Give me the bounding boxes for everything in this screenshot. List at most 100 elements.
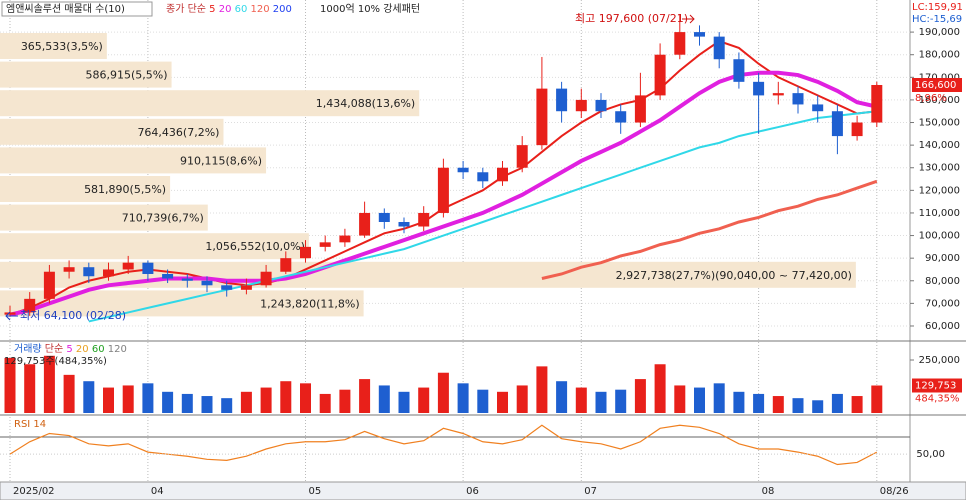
y-tick-label: 160,000 <box>919 95 960 106</box>
y-tick-label: 120,000 <box>919 185 960 196</box>
volume-profile-bar <box>0 204 208 231</box>
candle-body <box>871 85 883 123</box>
low-annotation: 최저 64,100 (02/28) <box>20 309 126 322</box>
header-title: 엠앤씨솔루션 매물대 수(10) <box>6 3 125 15</box>
price-box <box>912 78 962 92</box>
volume-profile-bar <box>0 290 364 317</box>
candle-body <box>4 312 16 315</box>
volume-profile-bar <box>0 176 171 202</box>
volume-bar <box>516 385 528 413</box>
candle-body <box>280 258 292 272</box>
volume-bar <box>103 387 114 413</box>
candle-body <box>556 88 568 112</box>
volume-bar <box>615 389 627 413</box>
volume-bar <box>359 379 371 413</box>
x-tick-label: 2025/02 <box>13 486 55 497</box>
candle-body <box>201 280 213 286</box>
volume-bar <box>162 391 174 413</box>
y-tick-label: 80,000 <box>925 276 960 287</box>
candle-body <box>634 95 646 123</box>
candle-body <box>772 93 784 96</box>
candle-body <box>536 88 548 146</box>
y-tick-label: 250,000 <box>919 355 960 366</box>
candle-body <box>398 221 410 227</box>
volume-bar <box>792 398 804 413</box>
volume-bar <box>713 383 725 413</box>
volume-profile-label: 1,243,820(11,8%) <box>260 297 360 310</box>
arrow <box>682 14 695 24</box>
high-annotation: 최고 197,600 (07/21) <box>575 12 688 25</box>
candle-body <box>595 99 607 112</box>
volume-bar <box>300 383 311 413</box>
arrow <box>5 311 18 321</box>
volume-bar <box>418 387 430 413</box>
volume-bar <box>497 391 508 413</box>
candle-body <box>122 262 134 270</box>
volume-bar <box>43 355 55 413</box>
candle-body <box>694 32 705 37</box>
volume-caption: 129,753주(484,35%) <box>4 356 107 367</box>
y-tick-label: 60,000 <box>925 321 960 332</box>
y-tick-label: 150,000 <box>919 118 960 129</box>
candle-body <box>24 298 36 313</box>
volume-profile-bar <box>0 61 172 88</box>
volume-bar <box>772 396 784 413</box>
volume-ratio-label: 484,35% <box>915 394 960 405</box>
y-tick-label: 190,000 <box>919 27 960 38</box>
volume-bar <box>634 379 646 413</box>
y-tick-label: 110,000 <box>919 208 960 219</box>
volume-bar <box>221 398 233 413</box>
volume-profile-label: 1,056,552(10,0%) <box>205 240 305 253</box>
volume-bar <box>753 393 765 413</box>
legend-item: 5 <box>209 4 219 15</box>
legend-item: 거래량 <box>14 343 45 355</box>
volume-profile-bar <box>0 90 420 117</box>
volume-bar <box>812 400 824 413</box>
x-tick-label: 05 <box>309 486 322 497</box>
volume-bar <box>575 387 587 413</box>
rsi-line <box>9 424 878 466</box>
candle-body <box>240 285 252 290</box>
candle-body <box>477 172 489 182</box>
volume-bar <box>181 393 193 413</box>
legend-item: 60 <box>235 4 251 15</box>
volume-bar <box>63 374 75 413</box>
volume-bar <box>831 393 843 413</box>
volume-profile-label: 910,115(8,6%) <box>180 154 262 167</box>
volume-bar <box>733 391 745 413</box>
volume-bar <box>654 364 666 413</box>
legend-item: 단순 <box>45 343 67 355</box>
volume-legend: 거래량 단순 5 20 60 120 <box>14 343 127 355</box>
volume-bar <box>201 396 213 413</box>
candle-body <box>713 36 725 60</box>
candle-body <box>319 242 331 247</box>
legend-item: 60 <box>92 344 108 355</box>
y-tick-label: 130,000 <box>919 163 960 174</box>
candle-body <box>181 278 193 281</box>
current-price-label: 166,600 <box>915 80 956 91</box>
candle-body <box>812 104 824 112</box>
y-tick-label: 140,000 <box>919 140 960 151</box>
volume-bar <box>4 357 16 413</box>
candle-body <box>378 212 390 222</box>
candle-body <box>674 32 686 55</box>
moving-average <box>88 110 877 323</box>
legend-item: 120 <box>251 4 273 15</box>
legend-item: 20 <box>76 344 92 355</box>
legend-item: 120 <box>108 344 127 355</box>
candle-body <box>516 145 528 168</box>
x-tick-label: 06 <box>466 486 479 497</box>
candle-body <box>497 167 508 182</box>
volume-bar <box>280 381 292 413</box>
candle-body <box>300 246 311 259</box>
volume-bar <box>437 372 449 413</box>
volume-bar <box>674 385 686 413</box>
candle-body <box>43 271 55 299</box>
volume-profile-label: 710,739(6,7%) <box>122 212 204 225</box>
volume-profile-label: 1,434,088(13,6%) <box>316 97 416 110</box>
volume-bar <box>378 385 390 413</box>
volume-profile-label: 586,915(5,5%) <box>86 69 168 82</box>
x-tick-label: 07 <box>584 486 597 497</box>
volume-bar <box>694 387 705 413</box>
